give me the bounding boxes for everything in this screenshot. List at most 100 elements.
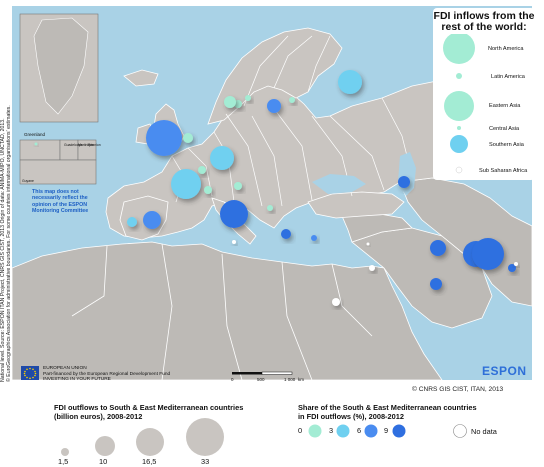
flow-circle-malta: [232, 240, 236, 244]
size-circle-33: [186, 418, 224, 456]
iceland-landmass: [123, 69, 159, 87]
share-break-0: 0: [298, 426, 303, 435]
flow-circle-india-small: [508, 264, 516, 272]
flow-circle-greece: [281, 229, 291, 239]
eu-stars-icon: [23, 367, 37, 380]
share-legend-title: Share of the South & East Mediterranean …: [298, 403, 477, 421]
flow-circle-netherlands: [183, 133, 193, 143]
scale-label-1000: 1 000: [284, 377, 296, 382]
size-label-33: 33: [201, 457, 210, 466]
flow-circle-belgium: [198, 166, 206, 174]
iran-landmass: [399, 177, 532, 307]
world-symbol-sub-saharan-africa: [455, 166, 463, 174]
flow-circle-cyprus: [311, 235, 317, 241]
world-label-latin-america: Latin America: [491, 74, 525, 80]
share-break-9: 9: [384, 426, 389, 435]
share-swatch-1: [308, 424, 322, 438]
inset-guyane: [19, 159, 97, 185]
world-symbol-southern-asia: [450, 135, 468, 153]
flow-circle-france: [171, 169, 201, 199]
scale-label-0: 0: [231, 377, 234, 382]
scandinavia-landmass: [207, 27, 343, 125]
world-legend-symbols: [443, 34, 475, 174]
flow-circle-east-dot: [366, 242, 370, 246]
scale-unit: km: [298, 377, 304, 382]
flow-circle-portugal: [127, 217, 137, 227]
inset-guadeloupe: [19, 139, 61, 161]
inset-label-guadeloupe: Guadeloupe: [64, 143, 83, 147]
espon-logo: ESPON: [482, 364, 527, 378]
flow-circle-austria: [234, 182, 242, 190]
world-symbol-north-america: [443, 34, 475, 64]
size-label-1-5: 1,5: [58, 457, 69, 466]
flow-circle-finland: [289, 97, 295, 103]
flow-circle-greenland-dot: [34, 142, 38, 146]
flow-circle-libya: [369, 265, 375, 271]
size-circle-1-5: [61, 448, 69, 456]
flow-circle-italy: [220, 200, 248, 228]
eu-flag-icon: [21, 366, 39, 380]
world-label-southern-asia: Southern Asia: [489, 142, 524, 148]
size-legend-circles: [61, 418, 224, 456]
size-legend-title-line1: FDI outflows to South & East Mediterrane…: [54, 403, 244, 412]
disclaimer-note: This map does not necessarily reflect th…: [32, 189, 89, 214]
scale-segment-2: [261, 371, 293, 375]
arabia-landmass: [351, 227, 493, 329]
flow-circle-gulf-small: [514, 262, 518, 266]
share-swatch-4: [392, 424, 406, 438]
africa-landmass: [12, 241, 443, 380]
size-legend-title: FDI outflows to South & East Mediterrane…: [54, 403, 243, 421]
world-symbol-latin-america: [456, 73, 462, 79]
world-label-eastern-asia: Eastern Asia: [489, 103, 521, 109]
scale-segment-1: [232, 372, 262, 375]
north-africa-borders: [71, 243, 373, 380]
inset-label-reunion: Réunion: [88, 143, 101, 147]
flow-circle-balkan-small: [267, 205, 273, 211]
scandinavia-borders: [243, 35, 331, 107]
size-legend-title-line2: (billion euros), 2008-2012: [54, 412, 143, 421]
flow-circle-spain: [143, 211, 161, 229]
turkey-landmass: [307, 191, 405, 219]
flow-circle-russia: [338, 70, 362, 94]
share-swatch-2: [336, 424, 350, 438]
world-legend-title: FDI inflows from the rest of the world:: [433, 10, 535, 33]
share-no-data-label: No data: [471, 427, 497, 436]
share-swatch-no-data: [453, 424, 467, 438]
share-break-3: 3: [329, 426, 334, 435]
flow-circle-germany: [210, 146, 234, 170]
world-symbol-eastern-asia: [444, 91, 474, 121]
world-symbol-central-asia: [457, 126, 461, 130]
share-legend-title-line1: Share of the South & East Mediterranean …: [298, 403, 477, 412]
inset-label-guyane: Guyane: [22, 179, 34, 183]
scale-label-500: 500: [257, 377, 265, 382]
eu-funding-block: EUROPEAN UNION Part-financed by the Euro…: [21, 366, 261, 384]
source-note: National level. Source: ESPON ITAN Proje…: [0, 6, 12, 382]
flow-circles: [34, 70, 518, 306]
world-label-north-america: North America: [488, 46, 524, 52]
inset-label-greenland: Greenland: [24, 132, 46, 137]
flow-circle-norway: [224, 96, 236, 108]
size-circle-16-5: [136, 428, 164, 456]
flow-circle-united-kingdom: [146, 120, 182, 156]
flow-circle-switzerland: [204, 186, 212, 194]
flow-circle-caucasus: [398, 176, 410, 188]
eu-line-2: Part-financed by the European Regional D…: [43, 371, 171, 377]
size-label-10: 10: [99, 457, 108, 466]
eu-line-3: INVESTING IN YOUR FUTURE: [43, 377, 111, 383]
black-sea: [312, 174, 366, 194]
flow-circle-india-big: [472, 238, 504, 270]
flow-circle-iran: [430, 240, 446, 256]
flow-circle-sahara: [332, 298, 340, 306]
world-inflows-legend: FDI inflows from the rest of the world: …: [433, 8, 535, 180]
eu-line-1: EUROPEAN UNION: [43, 366, 87, 371]
share-legend-swatches: [308, 424, 467, 438]
flow-circle-sweden-small: [245, 95, 251, 101]
share-legend-title-line2: in FDI outflows (%), 2008-2012: [298, 412, 404, 421]
inset-label-martinique: Martinique: [78, 143, 94, 147]
scale-bar: 0 500 1 000 km: [231, 371, 304, 382]
world-label-central-asia: Central Asia: [489, 126, 520, 132]
flow-circle-arabia: [430, 278, 442, 290]
flow-circle-baltic: [267, 99, 281, 113]
size-label-16-5: 16,5: [142, 457, 157, 466]
share-swatch-3: [364, 424, 378, 438]
